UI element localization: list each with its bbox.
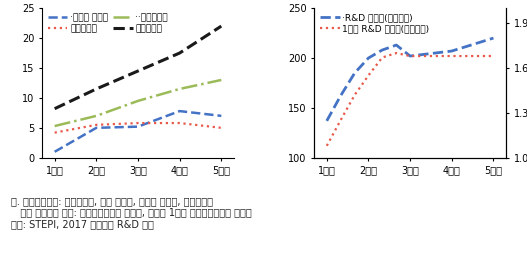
Legend: ·매출액 증가율, 고용증가율, ··자산증가율, 부체증가율: ·매출액 증가율, 고용증가율, ··자산증가율, 부체증가율 (47, 13, 169, 34)
Legend: ·R&D 증가율(좌측철도), 1인당 R&D 증가율(우측철도): ·R&D 증가율(좌측철도), 1인당 R&D 증가율(우측철도) (319, 13, 431, 34)
Text: 주. 기업성장지표: 매출증가율, 자산 증가율, 종업원 증가율, 부체증가율
   기업 혁신역량 지표: 연구개발투자액 증가율, 종업원 1인당 연구개: 주. 기업성장지표: 매출증가율, 자산 증가율, 종업원 증가율, 부체증가율… (11, 196, 251, 229)
